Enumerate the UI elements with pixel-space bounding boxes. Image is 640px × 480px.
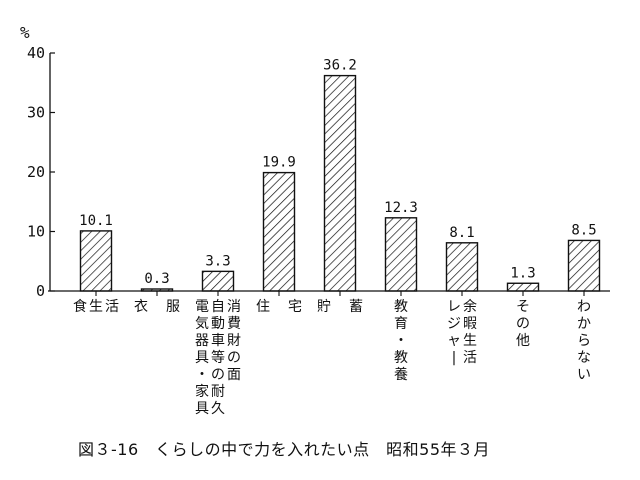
bar xyxy=(79,230,113,292)
y-tick-label: 10 xyxy=(27,223,45,241)
bar xyxy=(506,282,540,292)
axes: 0 10 20 30 40 xyxy=(27,44,610,300)
bar xyxy=(323,74,357,292)
y-tick-label: 40 xyxy=(27,44,45,62)
data-label: 0.3 xyxy=(144,271,169,287)
category-label-char: の xyxy=(211,367,225,383)
data-label: 36.2 xyxy=(323,58,357,74)
category-label-char: ら xyxy=(577,333,591,349)
y-tick-label: 20 xyxy=(27,163,45,181)
category-label-char: 耐 xyxy=(211,384,225,400)
category-label-char: 等 xyxy=(211,349,225,366)
category-label-char: 面 xyxy=(227,367,241,383)
data-label: 3.3 xyxy=(205,253,230,269)
category-label-char: ジ xyxy=(447,316,461,332)
bar xyxy=(201,270,235,292)
category-label-char: 具 xyxy=(195,350,209,366)
category-label-char: 教 xyxy=(394,350,408,366)
category-label-char: 費 xyxy=(227,316,241,332)
category-label-char: 他 xyxy=(516,333,530,349)
bar xyxy=(567,239,601,292)
category-label-char: ・ xyxy=(394,333,408,349)
category-label-char: 気 xyxy=(195,316,209,332)
category-labels: 食生活衣服電気器具・家具自動車等の耐久消費財の面住宅貯蓄教育・教養レジャ|余暇生… xyxy=(73,298,591,417)
category-label-char: の xyxy=(227,350,241,366)
category-label-char: か xyxy=(577,316,591,332)
category-label-char: 育 xyxy=(394,316,408,332)
category-label-char: ャ xyxy=(447,333,461,349)
category-label-char: い xyxy=(577,367,591,383)
category-label-char: の xyxy=(516,316,530,332)
y-tick-label: 30 xyxy=(27,104,45,122)
bars xyxy=(79,74,601,292)
value-labels: 10.1 0.3 3.3 19.9 36.2 12.3 8.1 1.3 8.5 xyxy=(79,58,597,287)
category-label-char: 養 xyxy=(394,366,408,383)
category-label-char: 自 xyxy=(211,299,225,315)
category-label-char: 電 xyxy=(195,299,209,315)
data-label: 1.3 xyxy=(510,265,535,281)
category-label-char: 財 xyxy=(227,333,241,349)
category-label-char: レ xyxy=(447,299,461,315)
figure-caption: 図３-16 くらしの中で力を入れたい点 昭和55年３月 xyxy=(78,440,490,459)
category-label-char: 蓄 xyxy=(349,299,363,315)
category-label-char: 生 xyxy=(463,333,477,349)
category-label-char: な xyxy=(577,350,591,366)
category-label-char: 教 xyxy=(394,299,408,315)
category-label-char: 食 xyxy=(73,298,87,315)
category-label-char: そ xyxy=(516,299,530,315)
category-label-char: 具 xyxy=(195,401,209,417)
category-label-char: 活 xyxy=(105,299,119,315)
category-label-char: 器 xyxy=(195,333,209,349)
category-label-char: 衣 xyxy=(134,299,148,315)
y-unit-label: % xyxy=(20,23,30,42)
category-label-char: 活 xyxy=(463,350,477,366)
category-label-char: 宅 xyxy=(288,299,302,315)
data-label: 19.9 xyxy=(262,155,296,171)
bar xyxy=(384,217,418,292)
bar xyxy=(445,242,479,292)
y-tick-label: 0 xyxy=(36,282,45,300)
category-label-char: 動 xyxy=(211,316,225,332)
category-label-char: わ xyxy=(577,299,591,315)
category-label-char: 消 xyxy=(227,299,241,315)
data-label: 8.5 xyxy=(571,222,596,238)
category-label-char: 生 xyxy=(89,299,103,315)
category-label-char: 貯 xyxy=(317,299,331,315)
category-label-char: 暇 xyxy=(463,316,477,332)
data-label: 12.3 xyxy=(384,200,418,216)
bar xyxy=(262,171,296,292)
category-label-char: 服 xyxy=(166,299,180,315)
data-label: 8.1 xyxy=(449,225,474,241)
category-label-char: ・ xyxy=(195,367,209,383)
category-label-char: 余 xyxy=(463,298,477,315)
category-label-char: | xyxy=(452,350,457,366)
category-label-char: 住 xyxy=(256,299,270,315)
bar xyxy=(140,288,174,292)
category-label-char: 車 xyxy=(211,332,225,349)
data-label: 10.1 xyxy=(79,213,113,229)
category-label-char: 久 xyxy=(211,401,225,417)
category-label-char: 家 xyxy=(195,383,209,400)
